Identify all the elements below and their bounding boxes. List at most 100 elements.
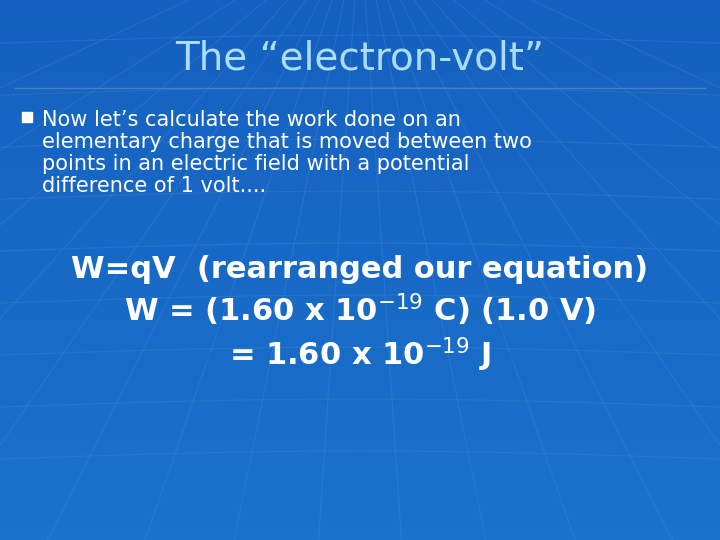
Bar [0, 491, 720, 497]
Bar [0, 335, 720, 340]
Bar [0, 232, 720, 238]
Bar [0, 70, 720, 76]
Bar [0, 389, 720, 394]
Bar [0, 130, 720, 135]
Bar [0, 475, 720, 481]
Bar [0, 11, 720, 16]
Text: elementary charge that is moved between two: elementary charge that is moved between … [42, 132, 532, 152]
Bar [0, 292, 720, 297]
Bar [0, 497, 720, 502]
Bar [0, 319, 720, 324]
Bar [0, 243, 720, 248]
Bar [0, 227, 720, 232]
Bar [0, 470, 720, 475]
Bar [0, 464, 720, 470]
Bar [0, 351, 720, 356]
Bar [0, 211, 720, 216]
Bar [0, 124, 720, 130]
Bar [0, 103, 720, 108]
Bar [0, 324, 720, 329]
Bar [0, 184, 720, 189]
Bar [0, 167, 720, 173]
Bar [0, 513, 720, 518]
Bar [0, 151, 720, 157]
Bar [0, 524, 720, 529]
Bar [0, 286, 720, 292]
Bar [0, 173, 720, 178]
Bar [0, 38, 720, 43]
Bar [0, 22, 720, 27]
Bar [0, 0, 720, 5]
Bar [0, 135, 720, 140]
Bar [0, 518, 720, 524]
Bar [0, 367, 720, 373]
Bar [0, 189, 720, 194]
Bar [0, 5, 720, 11]
Bar [0, 281, 720, 286]
Bar [0, 216, 720, 221]
Bar [0, 373, 720, 378]
Bar [0, 140, 720, 146]
Text: Now let’s calculate the work done on an: Now let’s calculate the work done on an [42, 110, 461, 130]
Bar [0, 340, 720, 346]
Bar [0, 221, 720, 227]
Bar [0, 275, 720, 281]
Bar [0, 362, 720, 367]
Bar [0, 92, 720, 97]
Text: The “electron-volt”: The “electron-volt” [176, 40, 544, 78]
Text: difference of 1 volt....: difference of 1 volt.... [42, 176, 266, 196]
Bar [0, 416, 720, 421]
Bar [0, 146, 720, 151]
Bar [0, 254, 720, 259]
Bar [0, 443, 720, 448]
Bar [0, 81, 720, 86]
Bar [0, 508, 720, 513]
Text: W = (1.60 x 10$^{-19}$ C) (1.0 V): W = (1.60 x 10$^{-19}$ C) (1.0 V) [124, 292, 596, 328]
Bar [0, 86, 720, 92]
Bar [0, 76, 720, 81]
Bar [0, 437, 720, 443]
Text: W=qV  (rearranged our equation): W=qV (rearranged our equation) [71, 255, 649, 284]
Bar [0, 238, 720, 243]
Bar [0, 535, 720, 540]
Bar [0, 178, 720, 184]
Bar [0, 400, 720, 405]
Bar [0, 200, 720, 205]
Bar [0, 194, 720, 200]
Bar [0, 394, 720, 400]
Bar [0, 248, 720, 254]
Bar [0, 448, 720, 454]
Bar [0, 119, 720, 124]
Bar [0, 459, 720, 464]
Bar [0, 486, 720, 491]
Bar [0, 529, 720, 535]
Bar [0, 502, 720, 508]
Bar [22, 112, 32, 122]
Text: points in an electric field with a potential: points in an electric field with a poten… [42, 154, 469, 174]
Bar [0, 329, 720, 335]
Bar [0, 378, 720, 383]
Bar [0, 421, 720, 427]
Bar [0, 49, 720, 54]
Bar [0, 162, 720, 167]
Bar [0, 356, 720, 362]
Bar [0, 205, 720, 211]
Bar [0, 259, 720, 265]
Bar [0, 113, 720, 119]
Bar [0, 405, 720, 410]
Text: = 1.60 x 10$^{-19}$ J: = 1.60 x 10$^{-19}$ J [229, 335, 491, 374]
Bar [0, 346, 720, 351]
Bar [0, 313, 720, 319]
Bar [0, 97, 720, 103]
Bar [0, 265, 720, 270]
Bar [0, 297, 720, 302]
Bar [0, 43, 720, 49]
Bar [0, 157, 720, 162]
Bar [0, 16, 720, 22]
Bar [0, 59, 720, 65]
Bar [0, 383, 720, 389]
Bar [0, 427, 720, 432]
Bar [0, 308, 720, 313]
Bar [0, 302, 720, 308]
Bar [0, 27, 720, 32]
